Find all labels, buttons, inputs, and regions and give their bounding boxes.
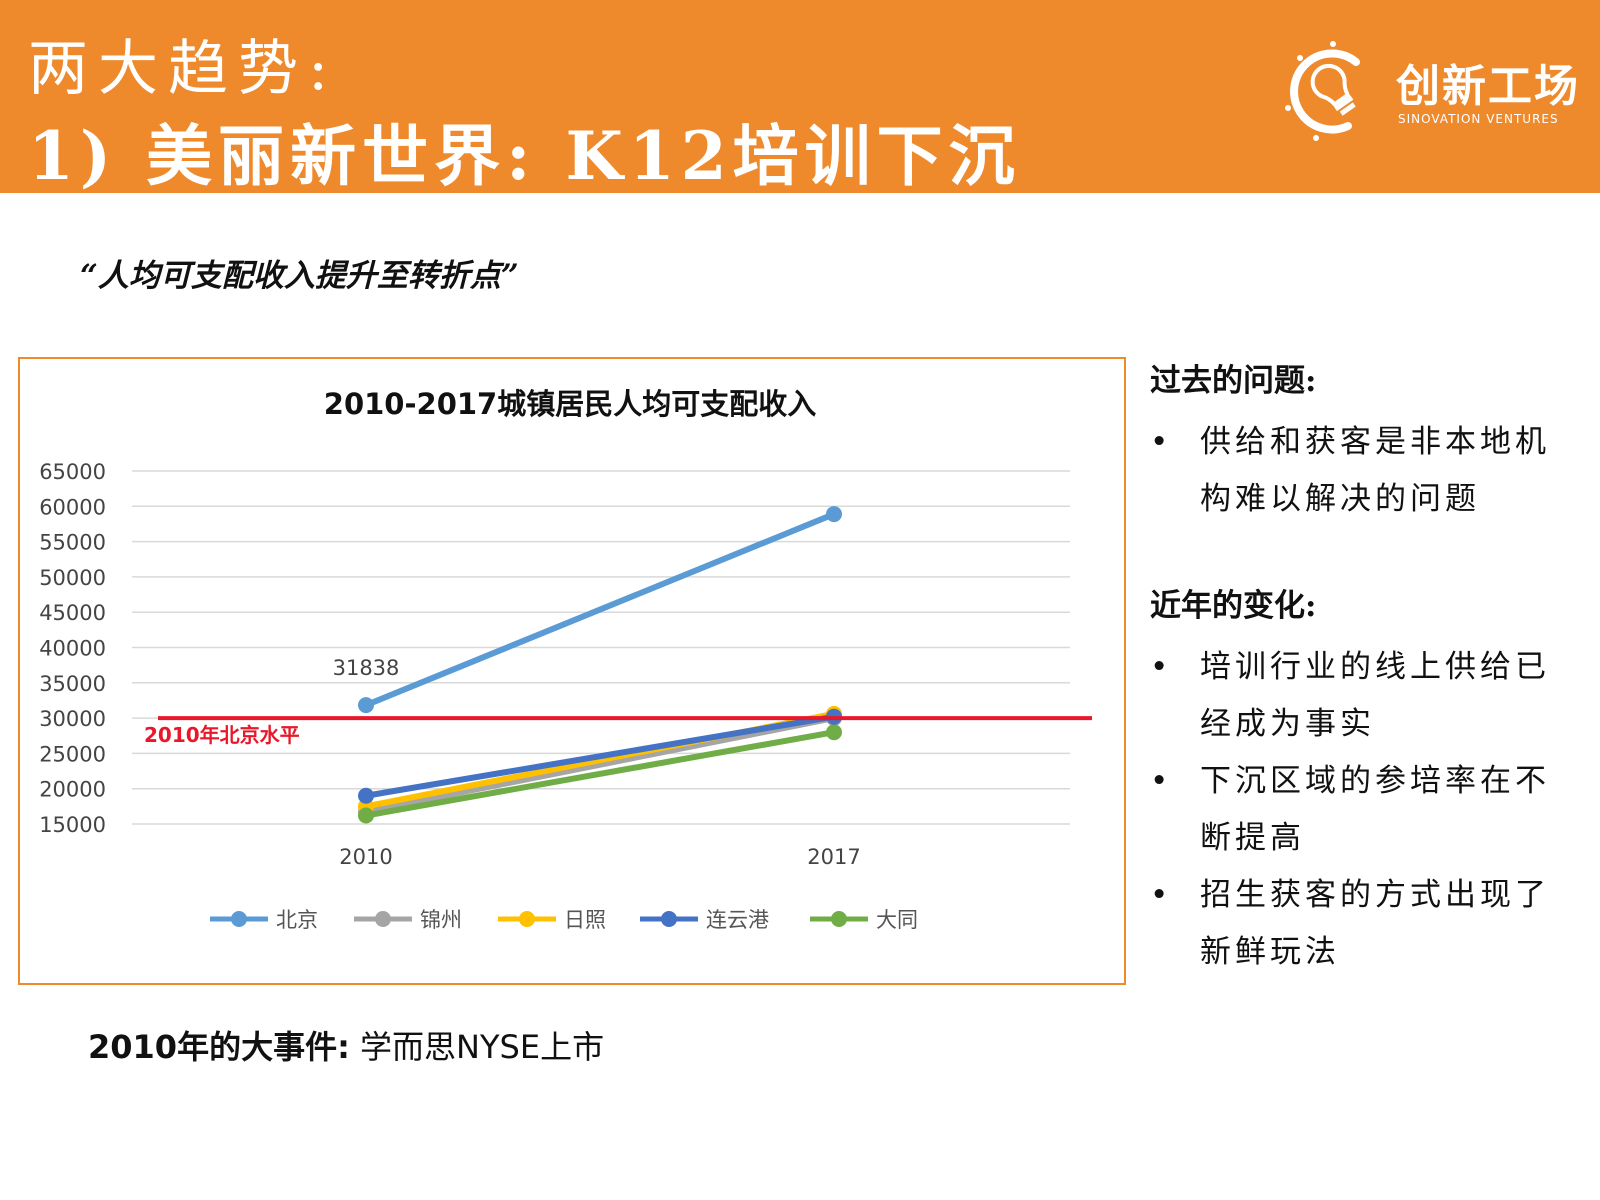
list-item: • 下沉区域的参培率在不断提高 xyxy=(1150,753,1580,867)
data-point xyxy=(358,807,374,824)
side-panel: 过去的问题: • 供给和获客是非本地机构难以解决的问题 近年的变化: • 培训行… xyxy=(1150,355,1590,981)
data-labels: 31838 xyxy=(333,656,400,680)
list-item-text: 招生获客的方式出现了新鲜玩法 xyxy=(1200,877,1550,970)
x-tick-label: 2017 xyxy=(807,845,860,869)
bullet-icon: • xyxy=(1150,877,1173,913)
series-lines xyxy=(358,506,842,824)
reference-line-group: 2010年北京水平 xyxy=(144,716,1092,747)
series-line xyxy=(363,729,837,819)
x-tick-label: 2010 xyxy=(339,845,392,869)
list-item-text: 培训行业的线上供给已经成为事实 xyxy=(1200,649,1550,742)
legend-label: 日照 xyxy=(564,908,606,932)
data-point xyxy=(826,506,842,523)
series-line xyxy=(363,511,837,709)
header-banner: 两大趋势: 1) 美丽新世界: K12培训下沉 创新工场 SINOVATION … xyxy=(0,0,1600,195)
list-item: • 供给和获客是非本地机构难以解决的问题 xyxy=(1150,414,1580,528)
list-item-text: 下沉区域的参培率在不断提高 xyxy=(1200,763,1550,856)
legend-marker xyxy=(231,911,247,927)
footer-note: 2010年的大事件: 学而思NYSE上市 xyxy=(88,1022,604,1068)
legend-label: 大同 xyxy=(876,908,918,932)
list-item: • 招生获客的方式出现了新鲜玩法 xyxy=(1150,867,1580,981)
data-point xyxy=(358,787,374,804)
page-title-line2: 1) 美丽新世界: K12培训下沉 xyxy=(28,117,1021,195)
headline-quote: “人均可支配收入提升至转折点” xyxy=(80,258,519,294)
series-line xyxy=(363,713,837,799)
legend-marker xyxy=(375,911,391,927)
bullet-icon: • xyxy=(1150,763,1173,799)
y-tick-label: 50000 xyxy=(39,566,106,590)
bullet-icon: • xyxy=(1150,649,1173,685)
list-item-text: 供给和获客是非本地机构难以解决的问题 xyxy=(1200,424,1550,517)
y-tick-label: 20000 xyxy=(39,778,106,802)
y-tick-label: 30000 xyxy=(39,707,106,731)
y-axis-ticks: 65000 60000 55000 50000 45000 40000 35000 30000… xyxy=(39,460,106,837)
logo-subtitle: SINOVATION VENTURES xyxy=(1398,112,1559,126)
legend-label: 连云港 xyxy=(706,908,769,932)
brand-logo: 创新工场 SINOVATION VENTURES xyxy=(1278,38,1578,148)
chart-frame: 2010-2017城镇居民人均可支配收入 65000 60000 55000 5000… xyxy=(18,357,1126,985)
footer-text: 学而思NYSE上市 xyxy=(360,1028,605,1066)
past-problems-heading: 过去的问题: xyxy=(1150,363,1317,399)
page-title-line1: 两大趋势: xyxy=(28,34,339,104)
bullet-icon: • xyxy=(1150,424,1173,460)
legend-marker xyxy=(519,911,535,927)
data-point xyxy=(358,697,374,714)
chart-legend: 北京 锦州 日照 连云港 大同 xyxy=(210,908,918,932)
legend-label: 北京 xyxy=(276,908,318,932)
legend-label: 锦州 xyxy=(420,908,462,932)
y-tick-label: 15000 xyxy=(39,813,106,837)
past-problems-list: • 供给和获客是非本地机构难以解决的问题 xyxy=(1150,414,1590,528)
lightbulb-icon xyxy=(1285,41,1360,141)
data-point xyxy=(826,724,842,741)
reference-line-label: 2010年北京水平 xyxy=(144,723,300,747)
income-line-chart: 2010-2017城镇居民人均可支配收入 65000 60000 55000 5000… xyxy=(39,387,1092,932)
x-axis-ticks: 2010 2017 xyxy=(339,845,860,869)
y-tick-label: 45000 xyxy=(39,601,106,625)
chart-title: 2010-2017城镇居民人均可支配收入 xyxy=(324,387,816,421)
y-tick-label: 60000 xyxy=(39,495,106,519)
y-tick-label: 25000 xyxy=(39,742,106,766)
data-label: 31838 xyxy=(333,656,400,680)
y-tick-label: 35000 xyxy=(39,672,106,696)
recent-changes-list: • 培训行业的线上供给已经成为事实 • 下沉区域的参培率在不断提高 • 招生获客… xyxy=(1150,639,1590,981)
footer-lead: 2010年的大事件: xyxy=(88,1028,350,1066)
legend-marker xyxy=(831,911,847,927)
y-tick-label: 55000 xyxy=(39,531,106,555)
y-tick-label: 40000 xyxy=(39,637,106,661)
y-tick-label: 65000 xyxy=(39,460,106,484)
legend-marker xyxy=(661,911,677,927)
logo-name: 创新工场 xyxy=(1396,61,1580,112)
list-item: • 培训行业的线上供给已经成为事实 xyxy=(1150,639,1580,753)
recent-changes-heading: 近年的变化: xyxy=(1150,588,1317,624)
series-line xyxy=(363,715,837,815)
